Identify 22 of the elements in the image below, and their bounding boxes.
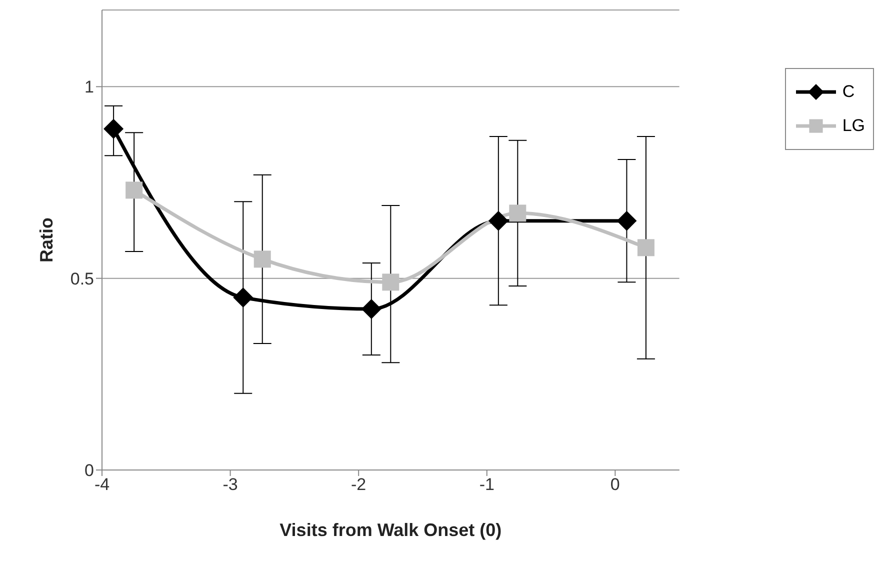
point — [488, 210, 508, 231]
x-tick-label: -3 — [222, 475, 238, 494]
x-tick-label: -4 — [94, 475, 110, 494]
legend-label: LG — [842, 116, 865, 136]
point — [637, 239, 654, 256]
y-tick-label: 0.5 — [70, 269, 94, 288]
x-tick-label: 0 — [610, 475, 620, 494]
point — [126, 182, 143, 199]
point — [361, 299, 382, 319]
point — [104, 118, 124, 139]
y-tick-label: 0 — [84, 461, 94, 480]
x-axis-title: Visits from Walk Onset (0) — [280, 520, 502, 540]
point — [382, 274, 400, 291]
point — [509, 204, 526, 222]
point — [616, 210, 637, 231]
point — [233, 288, 254, 308]
x-tick-label: -1 — [479, 475, 494, 494]
point — [254, 250, 271, 268]
x-tick-label: -2 — [351, 475, 366, 494]
legend-label: C — [842, 82, 855, 102]
y-tick-label: 1 — [84, 78, 94, 97]
y-axis-title: Ratio — [36, 217, 56, 262]
